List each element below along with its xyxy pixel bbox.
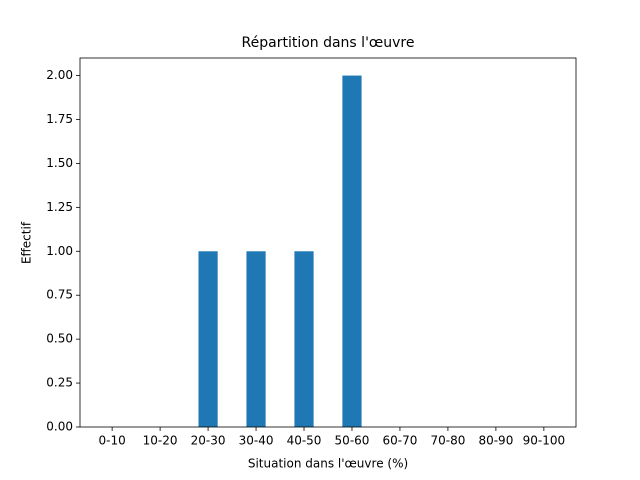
x-axis-label: Situation dans l'œuvre (%) xyxy=(248,457,408,471)
chart-title: Répartition dans l'œuvre xyxy=(242,35,415,51)
x-tick-label: 20-30 xyxy=(191,434,226,448)
x-tick-label: 40-50 xyxy=(287,434,322,448)
bar xyxy=(342,75,362,428)
bar xyxy=(198,251,218,427)
y-axis-label: Effectif xyxy=(20,221,34,264)
x-tick-label: 90-100 xyxy=(523,434,566,448)
x-tick-label: 30-40 xyxy=(239,434,274,448)
y-tick-label: 1.50 xyxy=(46,156,73,170)
y-tick-label: 1.25 xyxy=(46,200,73,214)
x-tick-label: 60-70 xyxy=(383,434,418,448)
y-tick-label: 0.25 xyxy=(46,376,73,390)
x-tick-label: 80-90 xyxy=(478,434,513,448)
y-tick-label: 0.75 xyxy=(46,288,73,302)
x-tick-label: 50-60 xyxy=(335,434,370,448)
y-tick-label: 0.50 xyxy=(46,332,73,346)
y-tick-label: 0.00 xyxy=(46,420,73,434)
plot-frame xyxy=(79,57,577,428)
bar xyxy=(294,251,314,427)
x-tick-label: 70-80 xyxy=(430,434,465,448)
x-tick-label: 0-10 xyxy=(99,434,126,448)
y-tick-label: 1.75 xyxy=(46,112,73,126)
bar xyxy=(246,251,266,427)
x-tick-label: 10-20 xyxy=(143,434,178,448)
y-tick-label: 2.00 xyxy=(46,68,73,82)
y-tick-label: 1.00 xyxy=(46,244,73,258)
